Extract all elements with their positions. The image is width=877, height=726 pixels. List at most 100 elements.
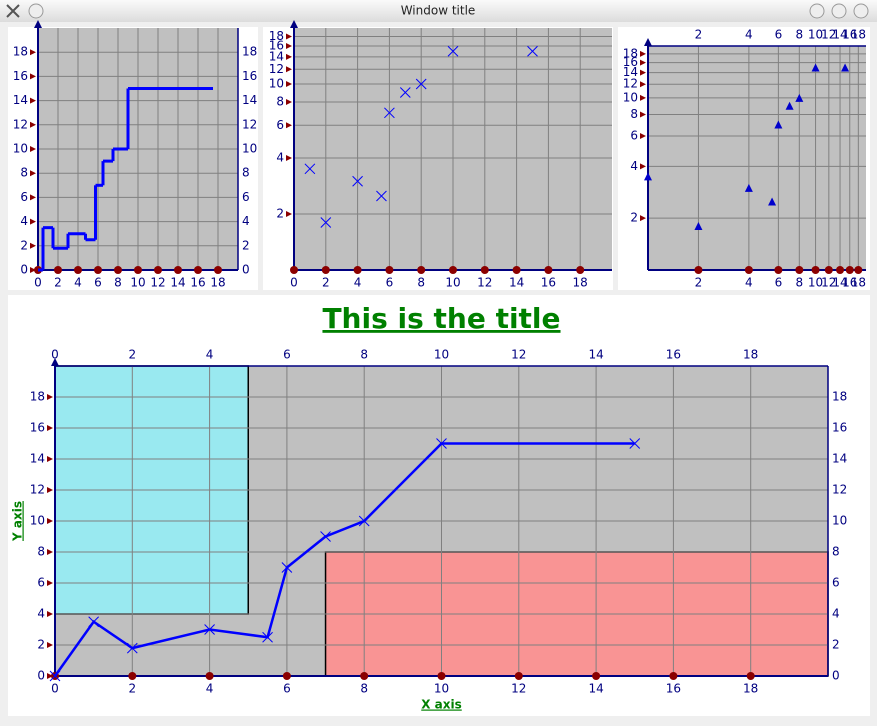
y-tick-label: 18: [269, 29, 284, 43]
tick-mark: [640, 50, 646, 57]
x-tick-label: 10: [434, 682, 449, 696]
tick-mark: [640, 81, 646, 88]
tick-mark: [47, 642, 53, 648]
tick-mark: [353, 266, 362, 274]
x-tick-label: 12: [821, 276, 836, 290]
tick-mark: [449, 266, 457, 274]
y-tick-label: 8: [832, 545, 840, 559]
marker: [785, 101, 794, 110]
minimize-button[interactable]: [809, 3, 825, 19]
y-tick-label: 4: [630, 159, 638, 173]
tick-mark: [640, 59, 646, 66]
x-tick-label: 10: [445, 276, 460, 290]
tick-mark: [417, 266, 426, 274]
axis-arrow: [34, 20, 42, 28]
y-tick-label: 8: [37, 545, 45, 559]
marker: [744, 183, 753, 192]
tick-mark: [30, 267, 36, 273]
x-tick-label: 2: [322, 276, 330, 290]
x-tick-label: 2: [128, 348, 136, 362]
maximize-button[interactable]: [831, 3, 847, 19]
x-tick-label: 16: [842, 28, 857, 42]
tick-mark: [544, 266, 553, 274]
y-tick-label: 4: [37, 607, 45, 621]
marker: [88, 616, 100, 628]
tick-mark: [286, 99, 292, 106]
y-tick-label: 2: [630, 211, 638, 225]
marker: [376, 190, 387, 202]
y-tick-label: 10: [269, 76, 284, 90]
tick-mark: [30, 194, 36, 201]
title-bar: [0, 0, 877, 22]
x-tick-label: 8: [417, 276, 425, 290]
marker: [774, 120, 783, 129]
line: [53, 442, 635, 677]
y-tick-label: 4: [832, 607, 840, 621]
x-tick-label: 14: [588, 682, 603, 696]
tick-mark: [286, 33, 292, 40]
marker: [126, 642, 138, 654]
y-tick-label: 12: [30, 483, 45, 497]
marker: [768, 197, 777, 206]
y-tick-label: 14: [832, 452, 847, 466]
close-button[interactable]: [853, 3, 869, 19]
tick-mark: [47, 456, 53, 462]
tick-mark: [47, 425, 53, 431]
window-title: Window title: [401, 4, 476, 18]
tick-mark: [47, 518, 53, 524]
tick-mark: [74, 266, 82, 274]
axis-arrow: [290, 20, 298, 28]
x-tick-label: 10: [808, 276, 823, 290]
tick-mark: [30, 121, 36, 128]
y-tick-label: 8: [242, 166, 250, 180]
y-tick-label: 14: [623, 65, 638, 79]
tick-mark: [30, 170, 36, 177]
x-tick-label: 18: [743, 682, 758, 696]
y-tick-label: 4: [276, 151, 284, 165]
marker: [629, 438, 641, 449]
tick-mark: [640, 163, 646, 170]
tick-mark: [114, 266, 122, 274]
tick-mark: [94, 266, 102, 274]
x-tick-label: 14: [832, 28, 847, 42]
marker: [644, 172, 652, 181]
tick-mark: [640, 111, 646, 118]
x-tick-label: 16: [541, 276, 556, 290]
menu-button[interactable]: [28, 3, 44, 19]
y-tick-label: 0: [20, 263, 28, 277]
y-tick-label: 10: [832, 514, 847, 528]
x-tick-label: 14: [509, 276, 524, 290]
x-tick-label: 6: [283, 348, 291, 362]
app-icon[interactable]: [6, 4, 20, 18]
tick-mark: [128, 672, 137, 680]
marker: [795, 93, 804, 102]
x-tick-label: 14: [170, 276, 185, 290]
y-tick-label: 2: [37, 638, 45, 652]
x-tick-label: 2: [695, 276, 703, 290]
y-tick-label: 16: [13, 69, 28, 83]
marker: [320, 531, 331, 542]
y-tick-label: 10: [242, 142, 257, 156]
y-tick-label: 16: [832, 421, 847, 435]
y-tick-label: 10: [13, 142, 28, 156]
x-tick-label: 6: [775, 276, 783, 290]
y-tick-label: 12: [832, 483, 847, 497]
plot-area: [648, 46, 866, 270]
tick-mark: [514, 672, 523, 680]
x-tick-label: 12: [511, 348, 526, 362]
x-tick-label: 2: [128, 682, 136, 696]
tick-mark: [480, 266, 489, 274]
x-tick-label: 4: [206, 682, 214, 696]
y-tick-label: 2: [276, 207, 284, 221]
y-tick-label: 14: [242, 93, 257, 107]
x-tick-label: 8: [360, 348, 368, 362]
tick-mark: [214, 266, 222, 274]
tick-mark: [845, 266, 854, 274]
tick-mark: [774, 266, 783, 274]
x-tick-label: 16: [666, 682, 681, 696]
marker: [841, 63, 850, 72]
y-tick-label: 18: [30, 390, 45, 404]
y-tick-label: 6: [832, 576, 840, 590]
y-tick-label: 18: [623, 46, 638, 60]
y-tick-label: 12: [13, 117, 28, 131]
